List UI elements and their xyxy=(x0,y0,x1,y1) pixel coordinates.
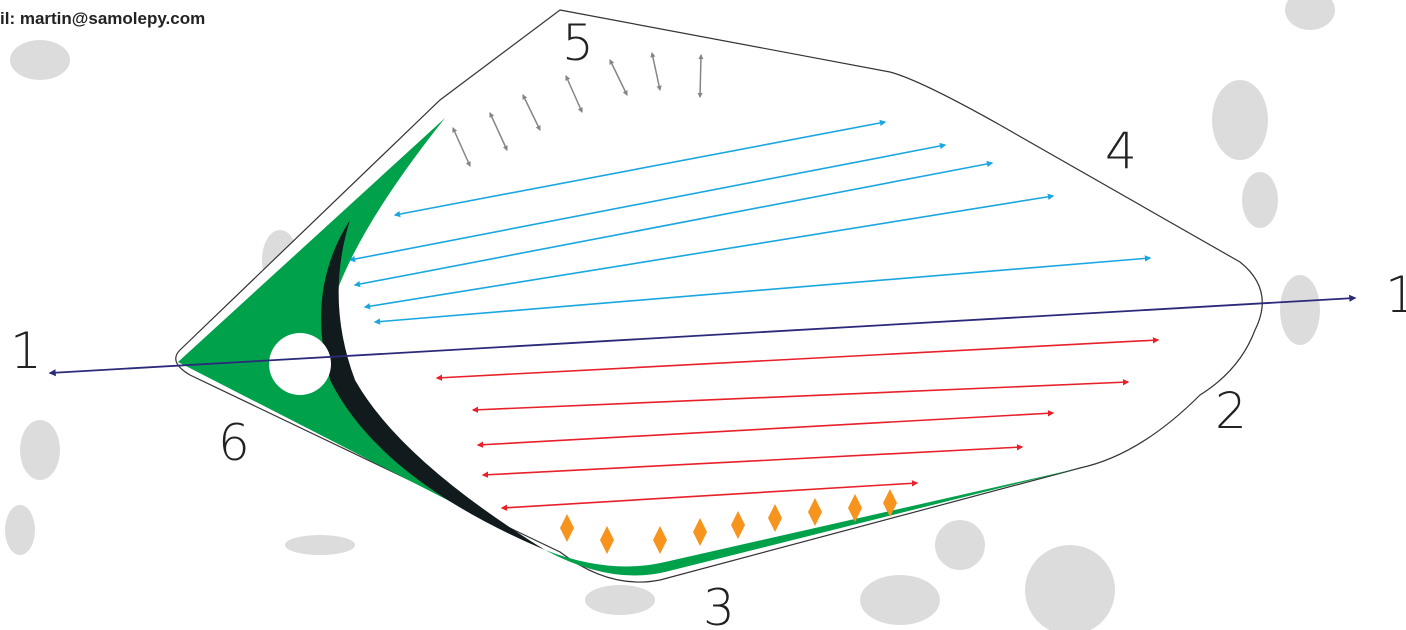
green-bottom xyxy=(545,468,1080,576)
orange-arrow xyxy=(560,514,574,542)
blob xyxy=(10,40,70,80)
blob xyxy=(285,535,355,555)
background-blobs xyxy=(5,0,1335,630)
label: 4 xyxy=(1105,122,1137,180)
label: 5 xyxy=(562,14,594,72)
label: 1 xyxy=(1385,266,1406,324)
blob xyxy=(1242,172,1278,228)
arrows xyxy=(48,51,1357,554)
outline xyxy=(175,9,1263,583)
arrow xyxy=(481,444,1024,478)
orange-arrow xyxy=(693,518,707,546)
blob xyxy=(1285,0,1335,30)
arrow xyxy=(452,127,471,167)
black-crescent xyxy=(321,220,545,550)
label: 1 xyxy=(10,322,42,380)
blob xyxy=(5,505,35,555)
orange-arrow xyxy=(768,504,782,532)
blob xyxy=(935,520,985,570)
label: 6 xyxy=(218,414,250,472)
arrow xyxy=(650,51,662,92)
label: 2 xyxy=(1215,382,1247,440)
orange-arrow xyxy=(848,494,862,522)
white-circle xyxy=(269,333,331,395)
blob xyxy=(860,575,940,625)
arrow xyxy=(489,112,508,151)
label: 3 xyxy=(703,579,735,630)
orange-arrow xyxy=(883,489,897,517)
blob xyxy=(1025,545,1115,630)
email: il: martin@samolepy.com xyxy=(0,9,205,28)
blob xyxy=(1212,80,1268,160)
arrow xyxy=(500,480,919,511)
arrow xyxy=(48,294,1357,377)
arrow xyxy=(697,53,704,99)
arrow xyxy=(476,410,1055,448)
orange-arrow xyxy=(808,498,822,526)
arrow xyxy=(522,94,541,131)
arrow xyxy=(565,75,583,113)
blob xyxy=(585,585,655,615)
arrow xyxy=(471,379,1130,413)
arrow xyxy=(435,337,1160,381)
blob xyxy=(20,420,60,480)
orange-arrow xyxy=(600,526,614,554)
orange-arrow xyxy=(653,526,667,554)
blob xyxy=(1280,275,1320,345)
orange-arrow xyxy=(731,511,745,539)
arrow xyxy=(609,59,628,96)
